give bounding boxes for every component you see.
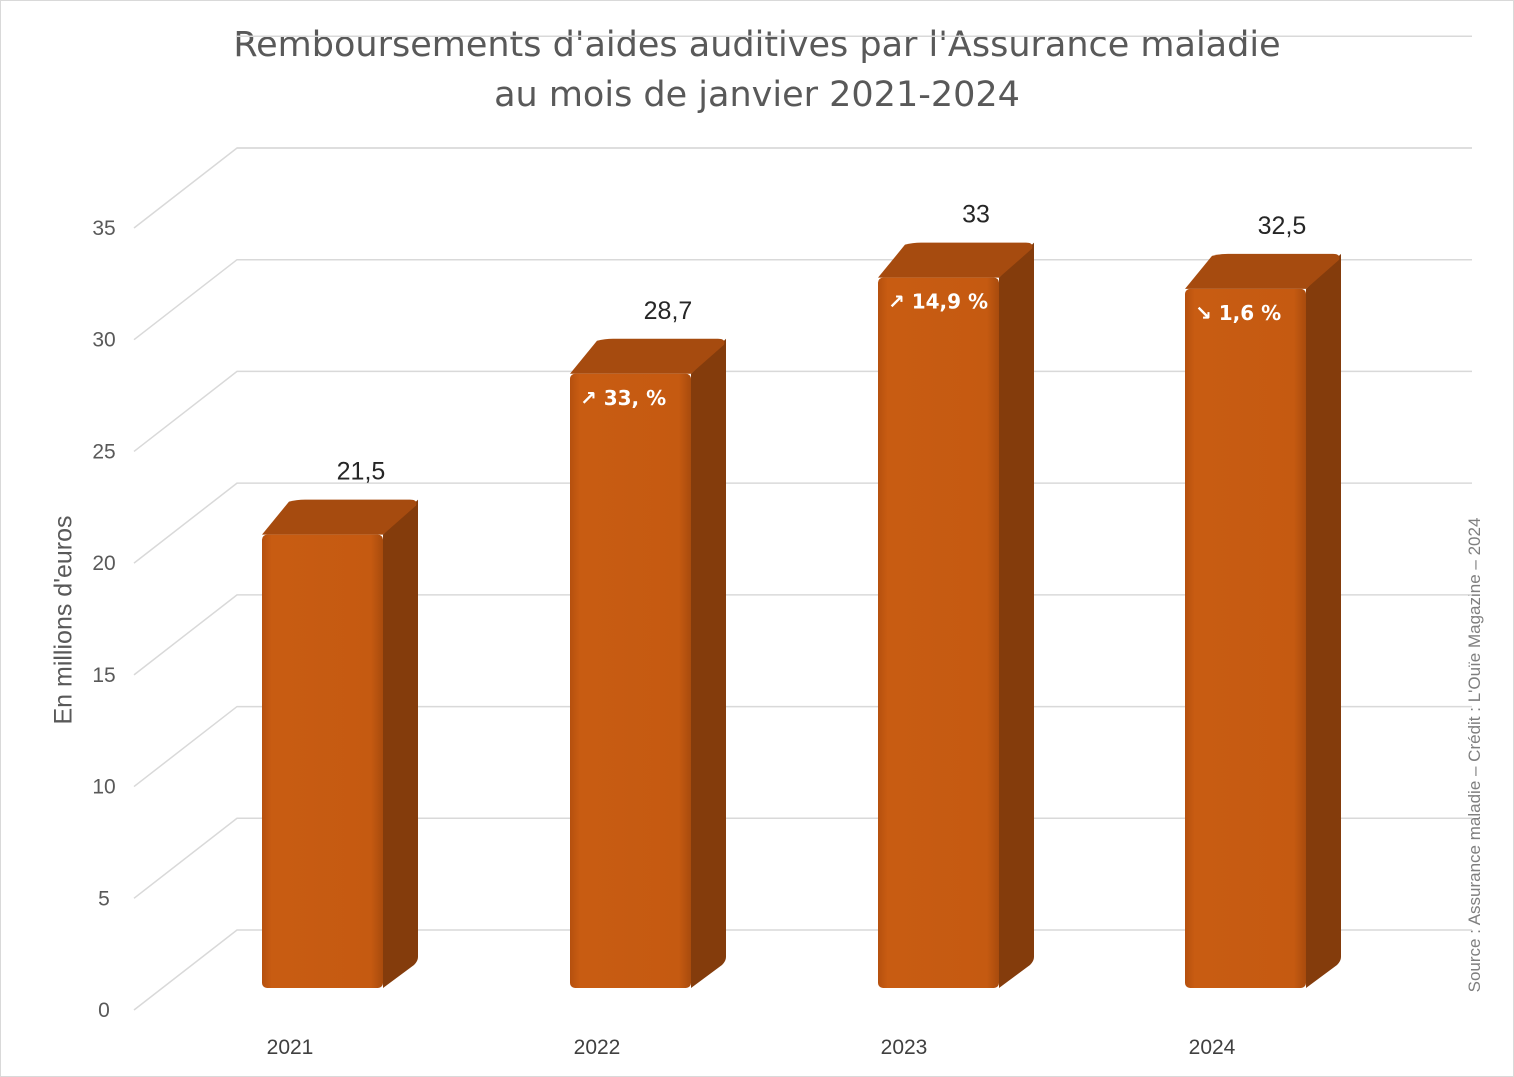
gridline — [133, 370, 1472, 453]
y-tick-label: 25 — [92, 440, 115, 463]
y-tick-label: 0 — [98, 999, 110, 1022]
y-tick-label: 15 — [92, 664, 115, 687]
value-label: 21,5 — [337, 458, 386, 486]
change-annotation: ↗ 14,9 % — [888, 290, 988, 314]
bar-top — [1185, 253, 1340, 289]
x-tick-label: 2023 — [881, 1036, 928, 1059]
bar-side — [1306, 253, 1341, 988]
gridline — [133, 929, 1472, 1011]
bar-side — [999, 242, 1034, 988]
bar-front — [570, 373, 691, 988]
y-tick-label: 10 — [92, 776, 115, 799]
y-tick-label: 35 — [92, 217, 115, 240]
bar-top — [262, 499, 417, 535]
gridline — [133, 705, 1472, 788]
y-tick-label: 5 — [98, 887, 110, 910]
gridline — [133, 258, 1472, 341]
bar-front — [878, 277, 999, 989]
bar-top — [570, 338, 725, 374]
x-tick-label: 2022 — [574, 1036, 621, 1059]
bar-side — [383, 499, 418, 988]
bar-2021 — [262, 499, 418, 988]
chart-title: Remboursements d'aides auditives par l'A… — [0, 20, 1514, 120]
change-annotation: ↗ 33, % — [580, 386, 666, 410]
value-label: 33 — [962, 201, 990, 229]
bar-2022 — [570, 338, 726, 988]
x-tick-label: 2021 — [267, 1036, 314, 1059]
value-label: 32,5 — [1258, 212, 1307, 240]
gridline — [133, 594, 1472, 676]
bar-2023 — [878, 242, 1034, 989]
chart-title-line-2: au mois de janvier 2021-2024 — [494, 75, 1020, 115]
change-annotation: ↘ 1,6 % — [1195, 301, 1281, 325]
bar-2024 — [1185, 253, 1341, 988]
bar-front — [1185, 288, 1306, 988]
bar-top — [878, 242, 1033, 278]
chart-title-line-1: Remboursements d'aides auditives par l'A… — [233, 25, 1281, 65]
bar-side — [691, 338, 726, 988]
gridline — [133, 482, 1472, 564]
value-label: 28,7 — [644, 297, 693, 325]
gridline — [133, 817, 1472, 899]
x-tick-label: 2024 — [1189, 1036, 1236, 1059]
y-tick-label: 20 — [92, 552, 115, 575]
y-tick-label: 30 — [92, 329, 115, 352]
bar-front — [262, 534, 383, 988]
